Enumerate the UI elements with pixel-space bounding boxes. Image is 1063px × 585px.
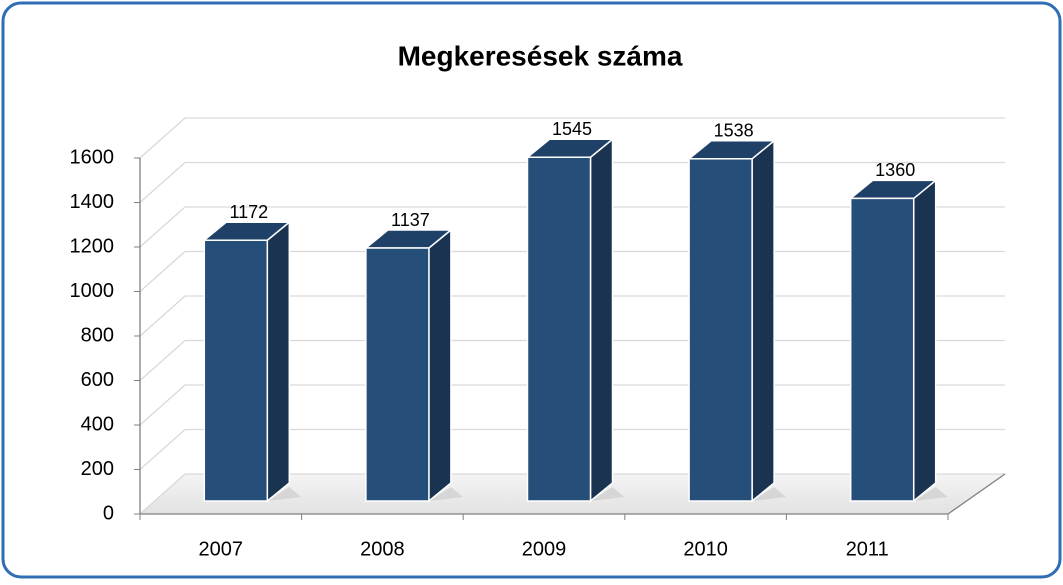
- y-tick-label: 1400: [70, 191, 115, 213]
- x-tick-label: 2007: [199, 538, 244, 560]
- x-tick-label: 2009: [522, 538, 567, 560]
- y-tick-label: 200: [81, 458, 114, 480]
- y-tick-label: 1200: [70, 235, 115, 257]
- bar-shadow: [267, 487, 302, 501]
- x-tick-label: 2010: [683, 538, 728, 560]
- bar: [365, 247, 430, 502]
- y-tick-label: 400: [81, 413, 114, 435]
- grid-line: [139, 117, 1005, 159]
- bar-side: [912, 178, 937, 503]
- bar-side: [428, 228, 452, 503]
- bar-shadow: [428, 487, 463, 501]
- y-tick-label: 0: [103, 502, 114, 524]
- bar-shadow: [913, 487, 948, 501]
- data-label: 1172: [229, 202, 268, 222]
- data-label: 1538: [714, 121, 754, 141]
- y-tick-label: 1600: [70, 146, 115, 168]
- bar: [849, 197, 915, 502]
- x-tick-label: 2008: [360, 538, 405, 560]
- bar-side: [589, 137, 614, 503]
- bar: [526, 156, 592, 502]
- bar-shadow: [752, 487, 787, 501]
- data-label: 1545: [552, 119, 592, 139]
- bar-side: [266, 220, 291, 503]
- bar-shadow: [590, 487, 625, 501]
- y-tick-label: 1000: [70, 280, 115, 302]
- bar-side: [751, 139, 775, 503]
- data-label: 1137: [391, 210, 430, 230]
- chart-title: Megkeresések száma: [398, 40, 683, 71]
- bar: [203, 239, 269, 502]
- data-label: 1360: [875, 160, 915, 180]
- y-tick-label: 800: [81, 324, 114, 346]
- x-tick-label: 2011: [846, 538, 889, 560]
- y-tick-label: 600: [81, 369, 114, 391]
- bar: [688, 158, 753, 502]
